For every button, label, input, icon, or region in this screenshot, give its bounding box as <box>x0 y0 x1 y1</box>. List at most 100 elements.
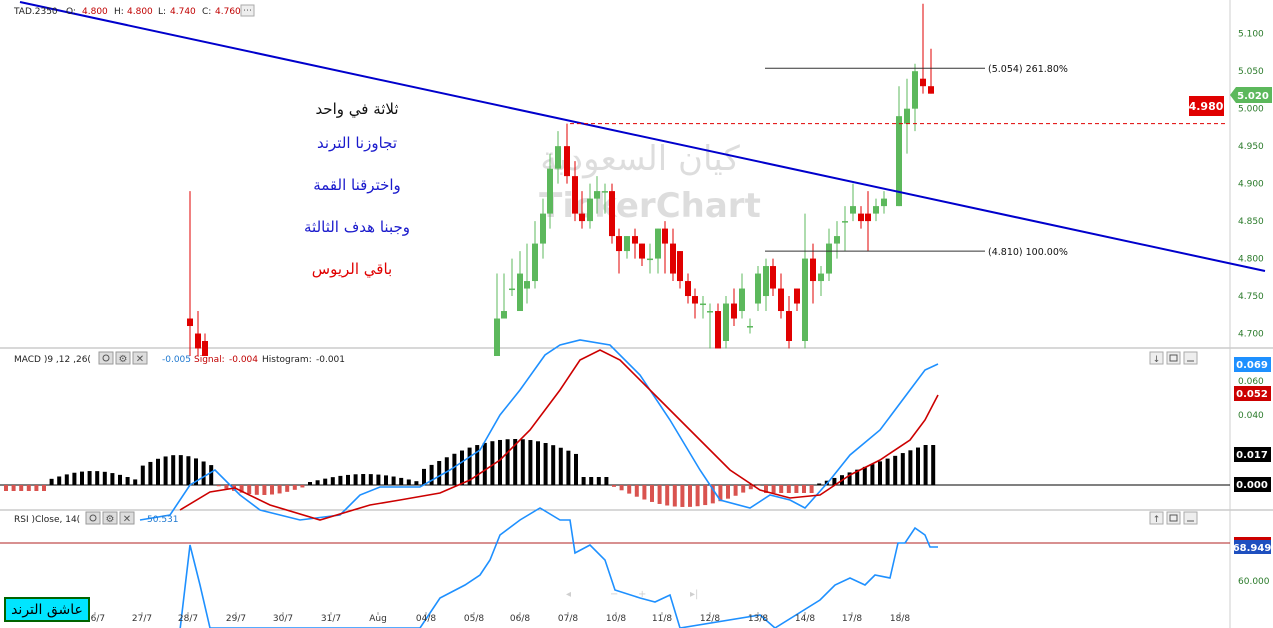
x-tick-label: 06/8 <box>510 614 530 624</box>
macd-histogram <box>4 439 936 507</box>
close-icon <box>119 511 135 525</box>
candle-body <box>662 228 668 244</box>
candle-body <box>715 311 721 349</box>
author-badge: عاشق الترند <box>4 597 90 622</box>
macd-histogram-bar <box>110 473 115 485</box>
legend-menu-icon[interactable]: ⋯ <box>240 4 255 17</box>
macd-histogram-bar <box>498 439 502 485</box>
trendline[interactable] <box>19 1 1266 272</box>
price-tick-label: 4.900 <box>1238 180 1264 190</box>
candle-body <box>670 243 676 274</box>
rsi-value: 50.531 <box>147 515 179 525</box>
macd-badges: 0.069 0.052 0.017 0.000 <box>1234 357 1271 492</box>
svg-text:0.052: 0.052 <box>1236 389 1268 400</box>
macd-histogram-bar <box>741 485 746 493</box>
candle-body <box>587 198 593 222</box>
x-axis: 26/7 27/7 28/7 29/7 30/7 31/7 Aug 04/8 05/8 06/8 0… <box>85 612 910 624</box>
macd-histogram-bar <box>34 485 39 491</box>
macd-histogram-bar <box>87 471 92 485</box>
macd-histogram-bar <box>688 485 692 507</box>
x-tick-label: Aug <box>369 614 387 624</box>
macd-histogram-bar <box>262 485 267 495</box>
candle-body <box>896 116 902 207</box>
macd-tick-label: 0.040 <box>1238 411 1264 421</box>
svg-text:−: − <box>610 589 618 600</box>
macd-histogram-bar <box>809 485 814 493</box>
candle-body <box>826 243 832 274</box>
minimize-icon <box>1183 511 1198 525</box>
candle-body <box>904 108 910 124</box>
candle-body <box>786 311 792 342</box>
candle-body <box>802 258 808 342</box>
svg-text:⚙: ⚙ <box>119 354 128 365</box>
svg-text:+: + <box>638 589 646 600</box>
svg-text:0.017: 0.017 <box>1236 450 1268 461</box>
macd-histogram-bar <box>346 474 350 485</box>
minimize-icon <box>1183 351 1198 365</box>
rsi-legend: RSI )Close, 14( 50.531 <box>14 515 179 525</box>
macd-histogram-bar <box>794 485 799 493</box>
macd-histogram-bar <box>642 485 647 500</box>
candle-body <box>616 236 622 252</box>
fib-level-label: (4.810) 100.00% <box>988 247 1068 258</box>
macd-window-icons[interactable]: ↓ <box>1149 351 1198 365</box>
candle-body <box>579 213 585 222</box>
price-axis: 5.100 5.050 5.000 4.950 4.900 4.850 4.800 4.750… <box>1238 30 1264 340</box>
macd-histogram-bar <box>72 472 77 485</box>
macd-histogram-bar <box>19 485 24 491</box>
macd-histogram-bar <box>201 461 206 485</box>
annotation-line-4: وجبنا هدف الثالثة <box>304 218 410 236</box>
annotation-line-1: ثلاثة في واحد <box>315 100 398 119</box>
candle-body <box>928 86 934 94</box>
rsi-panel-icons[interactable]: ⚙ ✕ <box>85 511 135 525</box>
candle-body <box>540 213 546 244</box>
macd-histogram-bar <box>520 439 525 485</box>
macd-histogram-bar <box>384 475 388 485</box>
candle-body <box>685 281 691 297</box>
macd-title: MACD )9 ,12 ,26( <box>14 355 91 365</box>
macd-histogram-bar <box>4 485 8 491</box>
x-tick-label: 27/7 <box>132 614 152 624</box>
macd-histogram-bar <box>452 453 457 485</box>
maximize-icon <box>1166 511 1181 525</box>
fib-level-label: (5.054) 261.80% <box>988 64 1068 75</box>
fibonacci-levels[interactable]: (5.054) 261.80% (4.810) 100.00% <box>765 64 1068 258</box>
macd-histogram-bar <box>536 441 540 485</box>
candle-body <box>865 213 871 222</box>
scroll-nav[interactable]: ◂ − + ▸| <box>566 589 698 600</box>
macd-histogram-bar <box>695 485 700 507</box>
macd-panel-icons[interactable]: ⚙ ✕ <box>98 351 148 365</box>
macd-histogram-bar <box>156 458 160 485</box>
macd-histogram-bar <box>437 461 442 485</box>
x-tick-label: 17/8 <box>842 614 862 624</box>
svg-text:0.069: 0.069 <box>1236 360 1268 371</box>
candle-body <box>572 176 578 214</box>
macd-histogram-bar <box>178 455 183 485</box>
candle-body <box>873 206 879 214</box>
x-tick-label: 26/7 <box>85 614 105 624</box>
candle-body <box>731 303 737 319</box>
candle-body <box>532 243 538 282</box>
macd-histogram-bar <box>862 466 867 485</box>
svg-text:0.000: 0.000 <box>1236 480 1268 491</box>
svg-text:⚙: ⚙ <box>106 514 115 525</box>
candle-body <box>202 341 208 356</box>
candle-body <box>858 213 864 222</box>
macd-histogram-bar <box>361 474 366 485</box>
macd-histogram-bar <box>323 478 328 485</box>
candle-body <box>794 288 800 304</box>
macd-histogram-bar <box>718 485 723 502</box>
rsi-tick-label: 60.000 <box>1238 577 1270 587</box>
macd-histogram-bar <box>832 477 837 485</box>
macd-histogram-bar <box>817 483 822 485</box>
macd-histogram-bar <box>482 442 487 485</box>
macd-histogram-bar <box>900 453 905 485</box>
candle-body <box>912 71 918 109</box>
macd-histogram-bar <box>399 477 404 485</box>
macd-histogram-bar <box>802 485 806 493</box>
macd-histogram-bar <box>102 471 107 485</box>
rsi-window-icons[interactable]: ↑ <box>1149 511 1198 525</box>
macd-histogram-bar <box>292 485 297 490</box>
macd-histogram-bar <box>893 455 898 485</box>
